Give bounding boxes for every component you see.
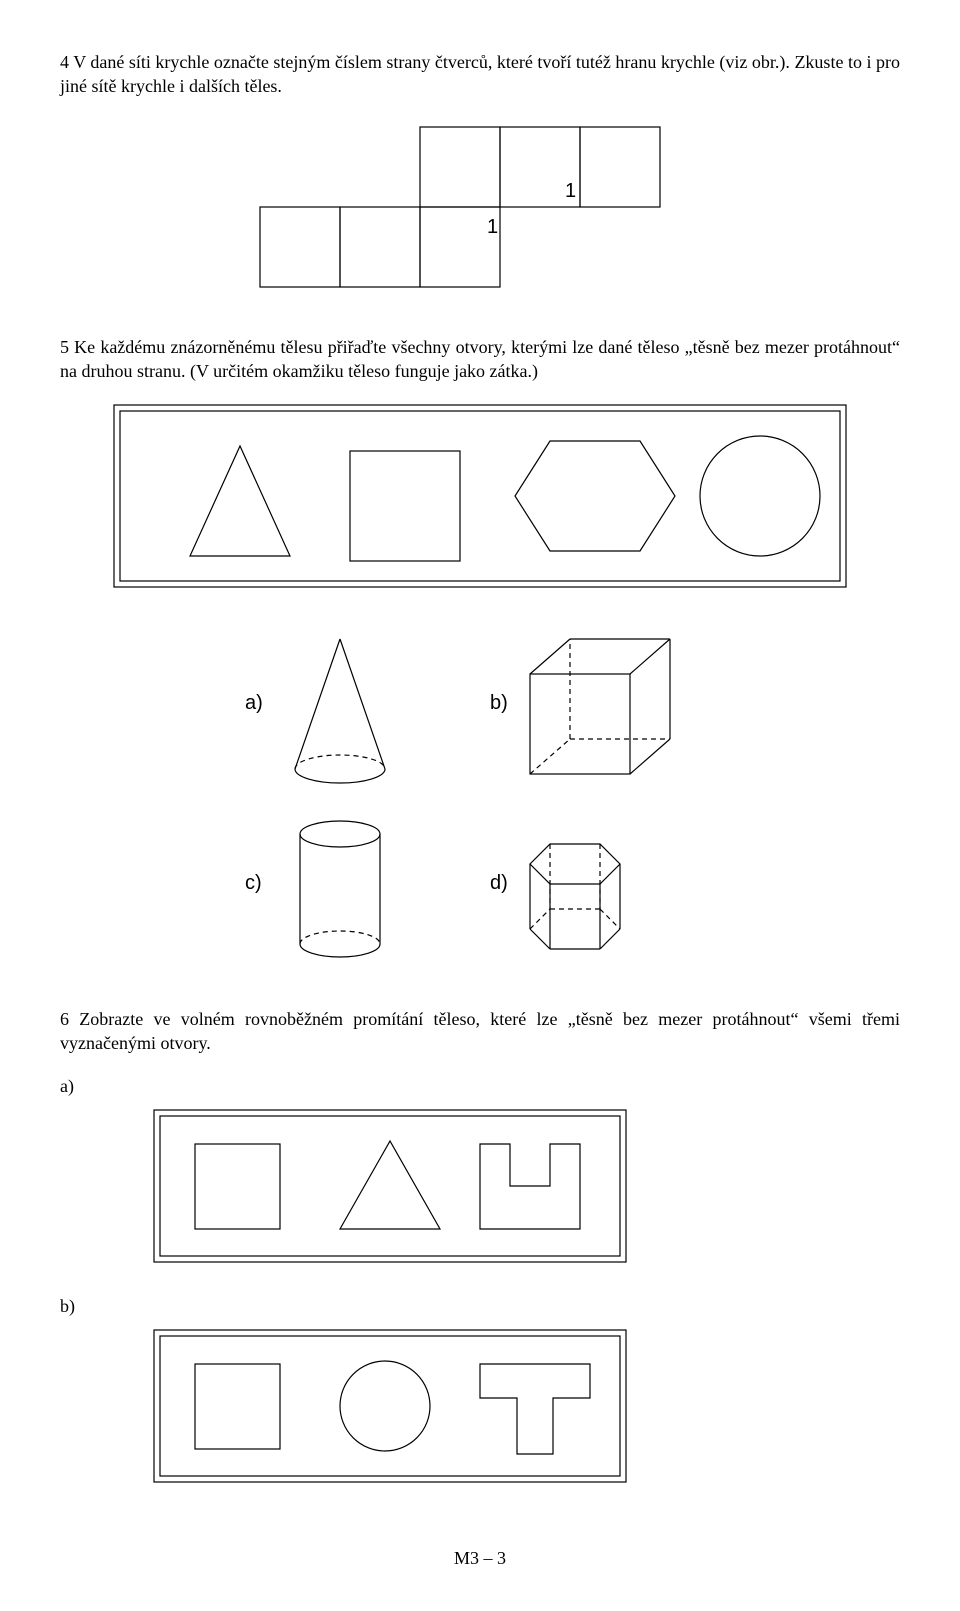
solids-figure: a) b) c) d) <box>200 619 760 979</box>
q6-b-label: b) <box>60 1294 900 1318</box>
label-a: a) <box>245 692 263 714</box>
q4-text: 4 V dané síti krychle označte stejným čí… <box>60 50 900 99</box>
q5-body: Ke každému znázorněnému tělesu přiřaďte … <box>60 337 900 381</box>
cube-net-figure: 1 1 <box>240 117 720 307</box>
q6-panel-b <box>150 1326 630 1486</box>
label-d: d) <box>490 872 508 894</box>
q6-text: 6 Zobrazte ve volném rovnoběžném promítá… <box>60 1007 900 1056</box>
q6-body: Zobrazte ve volném rovnoběžném promítání… <box>60 1009 900 1053</box>
q6-number: 6 <box>60 1009 79 1029</box>
q5-number: 5 <box>60 337 74 357</box>
label-c: c) <box>245 872 262 894</box>
q5-text: 5 Ke každému znázorněnému tělesu přiřaďt… <box>60 335 900 384</box>
holes-panel <box>110 401 850 591</box>
net-label-below: 1 <box>487 216 498 238</box>
q4-body: V dané síti krychle označte stejným čísl… <box>60 52 900 96</box>
q6-panel-a <box>150 1106 630 1266</box>
q4-number: 4 <box>60 52 73 72</box>
q6-a-label: a) <box>60 1074 900 1098</box>
label-b: b) <box>490 692 508 714</box>
page-footer: M3 – 3 <box>60 1546 900 1570</box>
net-label-inside: 1 <box>565 180 576 202</box>
